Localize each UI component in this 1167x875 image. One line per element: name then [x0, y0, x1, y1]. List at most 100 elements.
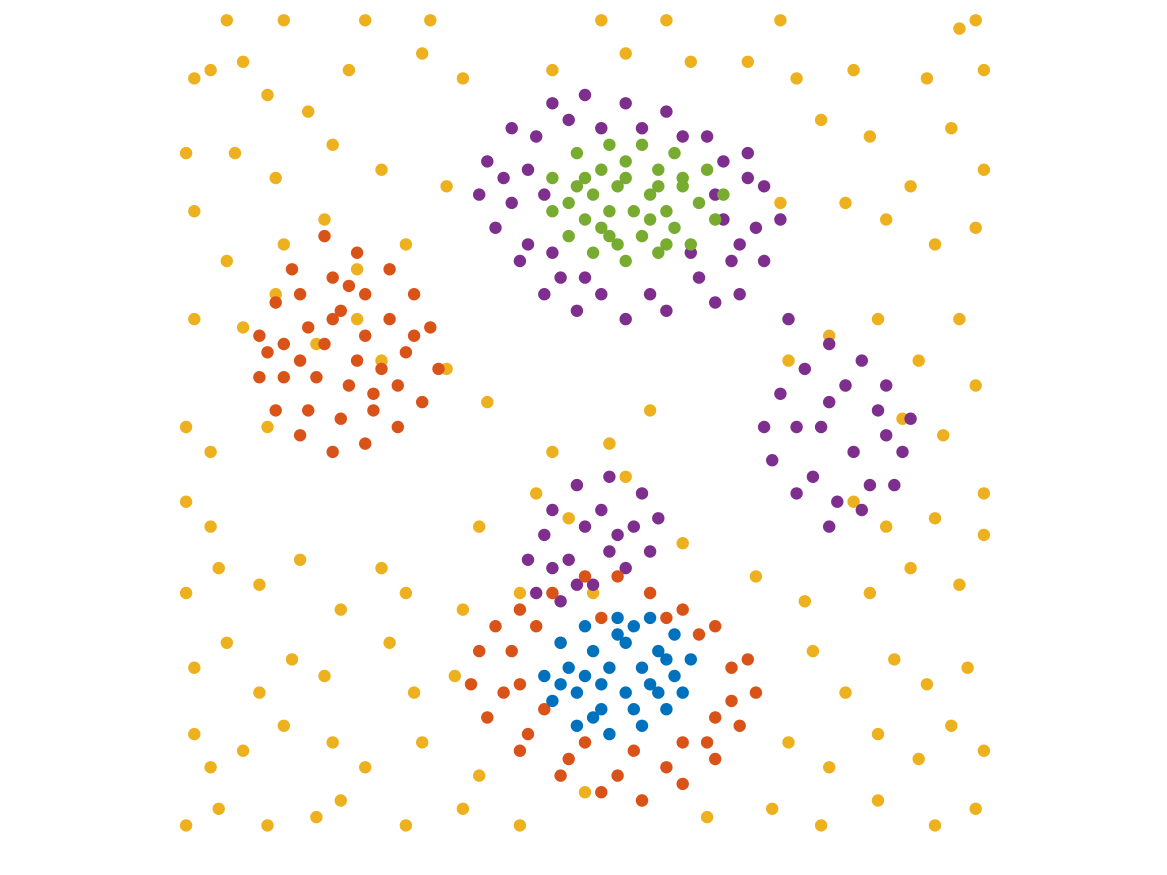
data-point [774, 213, 787, 226]
data-point [823, 520, 836, 533]
data-point [473, 644, 486, 658]
data-point [269, 296, 282, 309]
data-point [179, 146, 193, 160]
data-point [538, 703, 551, 716]
data-point [774, 387, 787, 400]
data-point [530, 130, 543, 143]
data-point [603, 545, 616, 558]
data-point [464, 678, 478, 691]
data-point [481, 155, 494, 168]
data-point [652, 163, 665, 176]
data-point [709, 213, 722, 226]
data-point [904, 180, 917, 193]
data-point [635, 719, 649, 732]
data-point [643, 213, 657, 226]
data-point [554, 271, 567, 284]
data-point [359, 14, 372, 27]
data-point [863, 478, 877, 492]
data-point [977, 744, 991, 757]
data-point [562, 661, 575, 674]
data-point [741, 653, 754, 666]
data-point [220, 14, 233, 27]
data-point [774, 14, 787, 27]
data-point [538, 188, 551, 201]
data-point [831, 495, 844, 508]
data-point [700, 130, 714, 143]
data-point [342, 379, 356, 392]
data-point [570, 304, 584, 317]
data-point [383, 263, 396, 276]
data-point [725, 254, 738, 268]
data-point [757, 254, 771, 268]
data-point [684, 238, 697, 251]
data-point [749, 570, 763, 583]
data-point [261, 819, 274, 832]
data-point [424, 321, 437, 334]
data-point [302, 404, 315, 417]
data-point [847, 445, 860, 459]
data-point [546, 246, 559, 259]
data-point [643, 545, 657, 558]
data-point [855, 354, 868, 367]
data-point [676, 777, 689, 791]
data-point [513, 678, 527, 691]
data-point [619, 254, 632, 268]
data-point [578, 520, 592, 533]
data-point [619, 470, 632, 483]
data-point [595, 288, 608, 301]
data-point [700, 736, 714, 749]
data-point [823, 337, 836, 351]
data-point [692, 196, 706, 210]
data-point [709, 296, 722, 309]
data-point [367, 404, 380, 417]
data-point [456, 72, 470, 85]
data-point [334, 304, 347, 317]
data-point [880, 213, 893, 226]
data-point [595, 503, 608, 517]
data-point [749, 221, 763, 234]
data-point [448, 669, 461, 683]
data-point [188, 72, 201, 85]
data-point [399, 586, 413, 600]
data-point [660, 304, 673, 317]
data-point [692, 628, 706, 641]
data-point [220, 636, 233, 649]
data-point [578, 786, 592, 799]
data-point [766, 802, 779, 815]
data-point [562, 196, 575, 210]
data-point [635, 487, 649, 500]
data-point [497, 686, 510, 699]
data-point [253, 578, 266, 591]
data-point [546, 503, 559, 517]
data-point [546, 171, 559, 185]
data-point [367, 387, 380, 400]
data-point [562, 229, 575, 243]
data-point [383, 636, 396, 649]
data-point [334, 412, 347, 425]
data-point [709, 620, 722, 633]
data-point [619, 312, 632, 326]
data-point [586, 644, 600, 658]
data-point [212, 561, 225, 575]
data-point [880, 429, 893, 442]
data-point [880, 379, 893, 392]
data-point [977, 487, 991, 500]
data-point [611, 238, 624, 251]
data-point [570, 719, 584, 732]
data-point [627, 520, 640, 533]
data-point [326, 445, 339, 459]
data-point [521, 553, 535, 566]
data-point [635, 661, 649, 674]
data-point [904, 561, 917, 575]
data-point [586, 578, 600, 591]
data-point [562, 113, 575, 127]
data-point [880, 520, 893, 533]
data-point [676, 686, 689, 699]
data-point [676, 603, 689, 616]
data-point [236, 321, 250, 334]
data-point [595, 122, 608, 135]
data-point [806, 470, 820, 483]
data-point [407, 329, 421, 342]
data-point [676, 736, 689, 749]
